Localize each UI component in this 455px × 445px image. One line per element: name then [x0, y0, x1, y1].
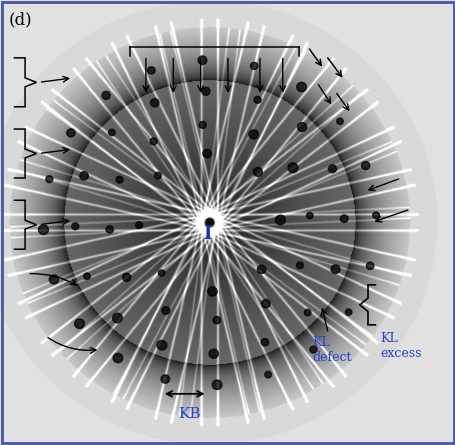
Circle shape [150, 138, 157, 145]
Circle shape [49, 275, 58, 284]
Circle shape [328, 165, 336, 173]
Circle shape [330, 265, 339, 274]
Circle shape [112, 313, 122, 323]
Circle shape [158, 270, 165, 276]
Circle shape [264, 371, 271, 378]
Circle shape [38, 225, 48, 235]
Circle shape [253, 167, 262, 176]
Circle shape [250, 62, 257, 69]
Circle shape [66, 129, 75, 137]
Circle shape [365, 262, 373, 270]
Circle shape [106, 226, 113, 233]
Circle shape [147, 67, 155, 74]
Circle shape [122, 273, 131, 281]
Circle shape [197, 56, 207, 65]
Circle shape [202, 150, 211, 158]
Circle shape [261, 299, 270, 308]
Circle shape [257, 265, 265, 274]
Circle shape [261, 339, 268, 346]
Circle shape [207, 287, 217, 296]
Circle shape [212, 316, 220, 324]
Circle shape [253, 96, 261, 103]
Circle shape [248, 130, 258, 139]
Circle shape [303, 309, 310, 316]
Circle shape [71, 223, 79, 230]
Circle shape [84, 273, 90, 279]
Circle shape [161, 375, 169, 383]
Text: KB: KB [177, 407, 200, 421]
Circle shape [361, 162, 369, 170]
Circle shape [339, 215, 347, 222]
Circle shape [212, 380, 222, 389]
Circle shape [309, 346, 316, 353]
Text: (d): (d) [9, 11, 33, 28]
Circle shape [287, 163, 297, 173]
Circle shape [372, 212, 379, 218]
Circle shape [102, 91, 110, 100]
Circle shape [75, 319, 84, 328]
Circle shape [157, 340, 167, 350]
Circle shape [46, 176, 53, 182]
Circle shape [297, 122, 306, 132]
Circle shape [296, 262, 303, 269]
Circle shape [296, 82, 306, 92]
Text: I: I [203, 225, 211, 243]
Circle shape [344, 309, 351, 316]
Circle shape [154, 172, 161, 179]
Circle shape [208, 349, 218, 358]
Circle shape [116, 176, 123, 183]
Circle shape [113, 353, 122, 363]
Circle shape [201, 87, 209, 95]
Circle shape [135, 222, 142, 228]
Circle shape [336, 118, 343, 125]
Circle shape [150, 98, 159, 107]
Circle shape [199, 121, 206, 128]
Circle shape [162, 307, 169, 315]
Circle shape [306, 212, 313, 219]
Circle shape [108, 129, 115, 136]
Text: KL
defect: KL defect [312, 336, 351, 364]
Circle shape [80, 172, 88, 180]
Text: KL
excess: KL excess [380, 332, 421, 360]
Circle shape [275, 215, 285, 225]
